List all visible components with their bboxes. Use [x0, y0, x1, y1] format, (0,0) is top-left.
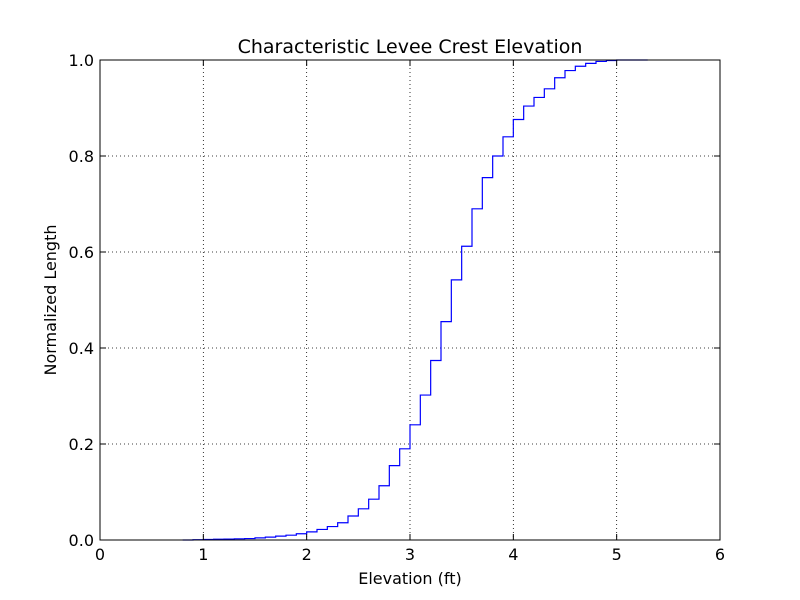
y-tick-label: 1.0: [69, 51, 94, 70]
y-tick-label: 0.6: [69, 243, 94, 262]
grid: [100, 60, 720, 540]
y-tick-label: 0.2: [69, 435, 94, 454]
x-tick-label: 2: [302, 545, 312, 564]
x-tick-label: 5: [612, 545, 622, 564]
x-tick-label: 4: [508, 545, 518, 564]
y-tick-label: 0.0: [69, 531, 94, 550]
x-tick-label: 0: [95, 545, 105, 564]
ticks: 0 1 2 3 4 5 6 0.0 0.2 0.4 0.6 0.8 1.0: [69, 51, 726, 564]
x-tick-label: 3: [405, 545, 415, 564]
y-tick-label: 0.8: [69, 147, 94, 166]
plot-area: [182, 59, 648, 541]
series-line: [182, 59, 648, 541]
y-axis-label: Normalized Length: [41, 224, 60, 375]
chart-title: Characteristic Levee Crest Elevation: [238, 36, 583, 58]
y-tick-label: 0.4: [69, 339, 94, 358]
x-tick-label: 1: [198, 545, 208, 564]
x-axis-label: Elevation (ft): [358, 569, 462, 588]
x-tick-label: 6: [715, 545, 725, 564]
